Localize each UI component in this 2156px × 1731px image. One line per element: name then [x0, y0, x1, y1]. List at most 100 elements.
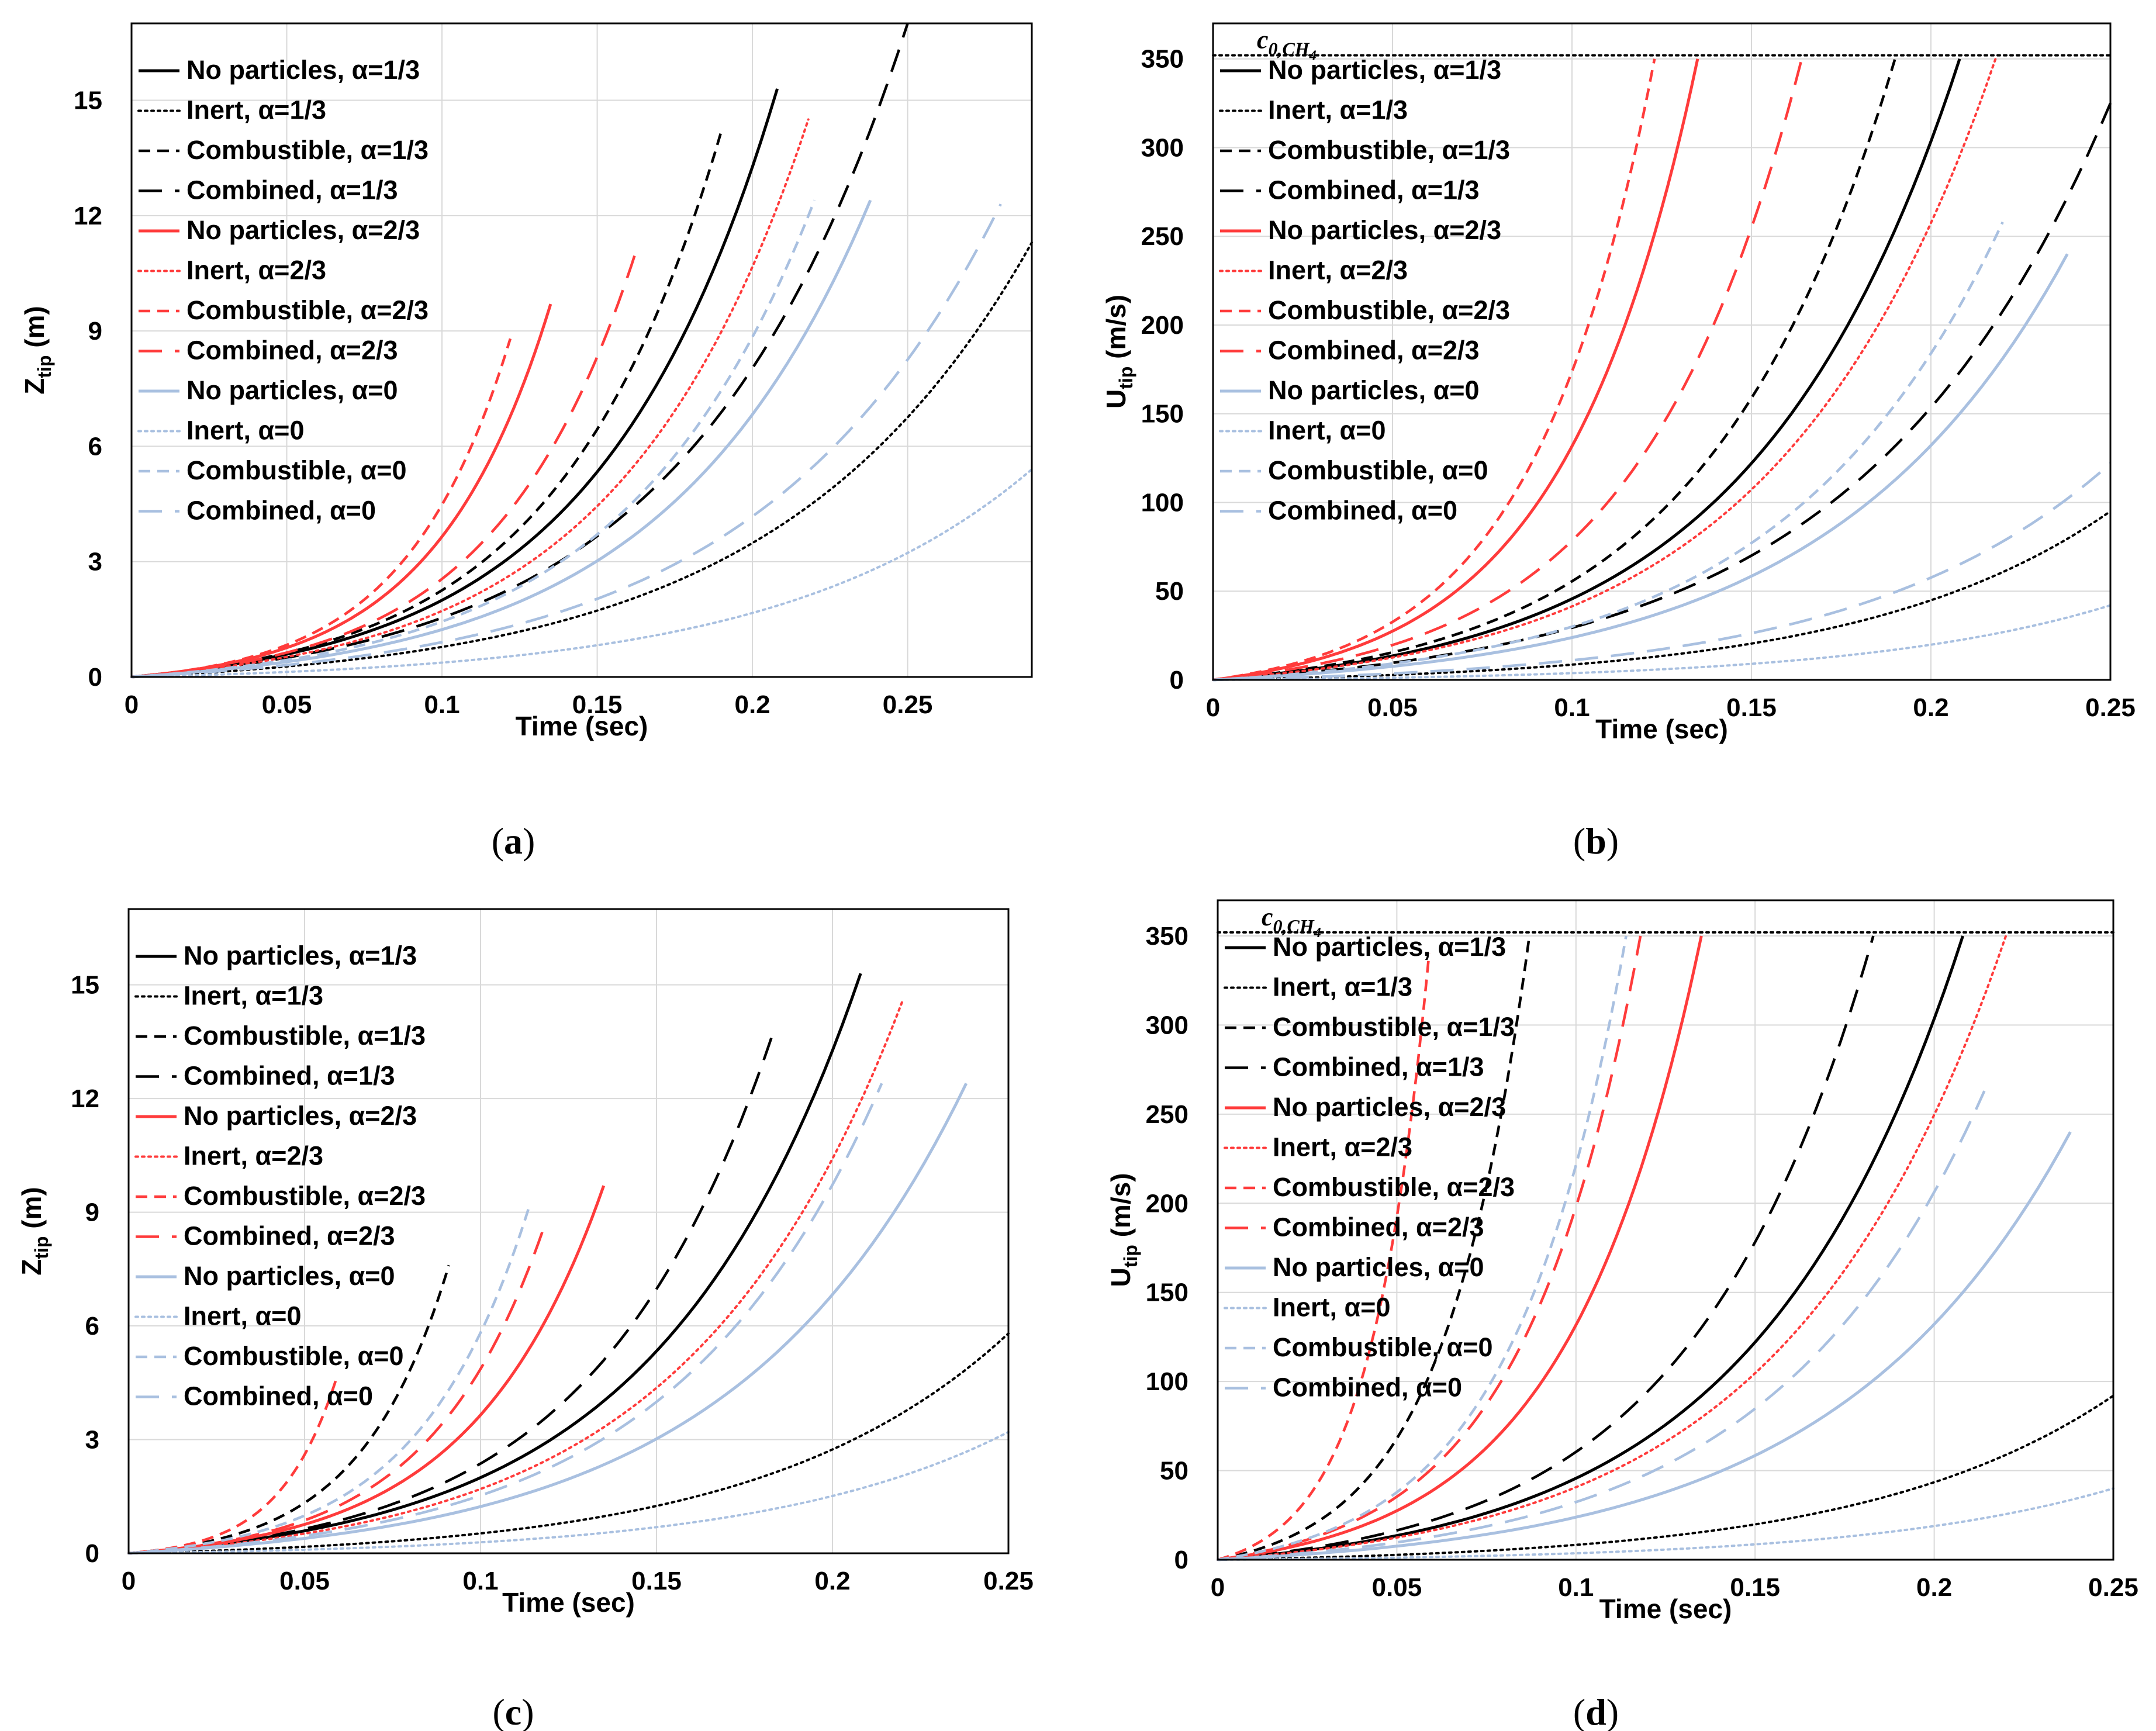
- legend-label: Combined, α=2/3: [184, 1221, 395, 1251]
- series-line-5: [1217, 935, 2008, 1561]
- series-line-5: [130, 118, 810, 678]
- series-line-2: [1212, 58, 1896, 682]
- legend-label: No particles, α=2/3: [1268, 215, 1501, 245]
- x-axis-title: Time (sec): [1595, 714, 1728, 744]
- y-tick-label: 3: [88, 548, 102, 576]
- legend-label: Combustible, α=0: [186, 455, 406, 485]
- plot-area: [129, 909, 1008, 1553]
- x-tick-label: 0.2: [734, 690, 770, 719]
- series-line-9: [1212, 604, 2112, 681]
- series-group: [127, 973, 1010, 1555]
- series-line-2: [1217, 935, 1531, 1561]
- panel-caption: (c): [492, 1691, 534, 1731]
- legend-label: No particles, α=1/3: [1273, 932, 1506, 962]
- y-tick-label: 9: [88, 317, 102, 345]
- series-line-4: [1212, 58, 1699, 682]
- legend-label: Combustible, α=0: [1268, 455, 1488, 485]
- panel-caption: (b): [1573, 820, 1619, 862]
- y-axis-title: Utip (m/s): [1105, 1173, 1141, 1287]
- legend-label: No particles, α=0: [1268, 375, 1480, 405]
- x-axis-title: Time (sec): [502, 1587, 635, 1618]
- series-line-2: [128, 1264, 450, 1555]
- legend-label: Combustible, α=0: [184, 1341, 403, 1371]
- y-tick-label: 200: [1146, 1189, 1188, 1218]
- y-tick-label: 50: [1155, 577, 1184, 606]
- plot-area: [1218, 900, 2113, 1560]
- legend-label: Combustible, α=1/3: [184, 1021, 426, 1051]
- panel-a: 0 0.05 0.1 0.15 0.2 0.25 0 3 6 9 12 15 Time (sec) Zti…: [19, 22, 1033, 862]
- y-tick-label: 3: [85, 1426, 99, 1454]
- series-line-7: [128, 1226, 545, 1555]
- legend-label: No particles, α=0: [1273, 1252, 1484, 1282]
- series-line-9: [1217, 1487, 2114, 1561]
- legend-label: Combustible, α=1/3: [1273, 1012, 1515, 1042]
- series-line-11: [1217, 1090, 1986, 1561]
- x-tick-label: 0.05: [1367, 693, 1418, 722]
- series-line-9: [130, 468, 1033, 678]
- x-tick-label: 0.15: [631, 1567, 682, 1595]
- legend-label: Combined, α=1/3: [1268, 175, 1480, 205]
- legend: No particles, α=1/3 Inert, α=1/3 Combustib…: [1219, 55, 1510, 526]
- series-group: [1212, 57, 2112, 682]
- y-tick-label: 350: [1146, 922, 1188, 951]
- y-tick-label: 100: [1141, 488, 1184, 517]
- legend-label: Inert, α=1/3: [186, 95, 326, 125]
- legend-label: Combustible, α=2/3: [184, 1181, 426, 1211]
- legend-label: Combined, α=1/3: [184, 1061, 395, 1091]
- legend-label: Combustible, α=2/3: [1268, 295, 1510, 325]
- legend-label: Inert, α=1/3: [184, 981, 323, 1011]
- x-tick-label: 0.25: [983, 1567, 1034, 1595]
- series-line-11: [128, 1083, 883, 1555]
- y-tick-label: 250: [1146, 1100, 1188, 1129]
- y-tick-label: 0: [88, 663, 102, 692]
- legend-label: No particles, α=0: [186, 375, 398, 405]
- x-tick-label: 0.2: [1913, 693, 1948, 722]
- series-line-10: [1217, 935, 1628, 1561]
- series-line-4: [1217, 935, 1703, 1561]
- legend-label: Inert, α=2/3: [186, 255, 326, 285]
- series-line-11: [1212, 462, 2112, 682]
- series-line-11: [131, 203, 1002, 679]
- legend-label: Combined, α=0: [186, 496, 376, 526]
- legend-label: No particles, α=1/3: [1268, 55, 1501, 85]
- plot-area: [132, 23, 1032, 677]
- y-axis-title: Ztip (m): [16, 1187, 52, 1276]
- series-line-10: [128, 1204, 531, 1555]
- y-tick-label: 200: [1141, 311, 1184, 340]
- x-tick-label: 0.2: [1916, 1573, 1952, 1602]
- y-tick-label: 0: [1174, 1546, 1188, 1574]
- legend-label: Combustible, α=0: [1273, 1332, 1492, 1362]
- y-tick-label: 12: [71, 1084, 99, 1113]
- legend-label: Inert, α=1/3: [1273, 972, 1412, 1002]
- series-line-5: [127, 998, 904, 1554]
- series-line-4: [131, 303, 552, 679]
- series-line-6: [131, 338, 512, 679]
- y-tick-label: 100: [1146, 1367, 1188, 1396]
- series-group: [130, 23, 1033, 679]
- x-tick-label: 0.05: [262, 690, 312, 719]
- y-tick-label: 9: [85, 1198, 99, 1227]
- panel-caption: (a): [492, 820, 535, 862]
- y-tick-label: 150: [1146, 1279, 1188, 1307]
- y-tick-label: 0: [85, 1539, 99, 1568]
- legend-label: No particles, α=0: [184, 1261, 395, 1291]
- series-line-7: [1212, 58, 1803, 682]
- series-line-8: [1217, 1131, 2072, 1561]
- y-axis-title: Utip (m/s): [1101, 295, 1136, 409]
- reference-line-label: c0,CH4: [1257, 26, 1317, 64]
- panel-caption: (d): [1573, 1691, 1619, 1731]
- x-tick-label: 0.1: [462, 1567, 498, 1595]
- legend-label: Combined, α=2/3: [1268, 336, 1480, 365]
- series-line-3: [1217, 935, 1875, 1561]
- legend-label: No particles, α=1/3: [184, 941, 417, 970]
- y-tick-label: 300: [1146, 1011, 1188, 1039]
- x-axis-title: Time (sec): [1599, 1594, 1732, 1624]
- x-tick-label: 0.15: [572, 690, 623, 719]
- series-line-1: [130, 241, 1033, 678]
- axes-frame: [130, 22, 1033, 678]
- y-tick-label: 50: [1160, 1457, 1188, 1485]
- legend: No particles, α=1/3 Inert, α=1/3 Combustib…: [1224, 932, 1515, 1402]
- y-axis-title: Ztip (m): [19, 306, 55, 395]
- x-tick-label: 0.05: [1372, 1573, 1422, 1602]
